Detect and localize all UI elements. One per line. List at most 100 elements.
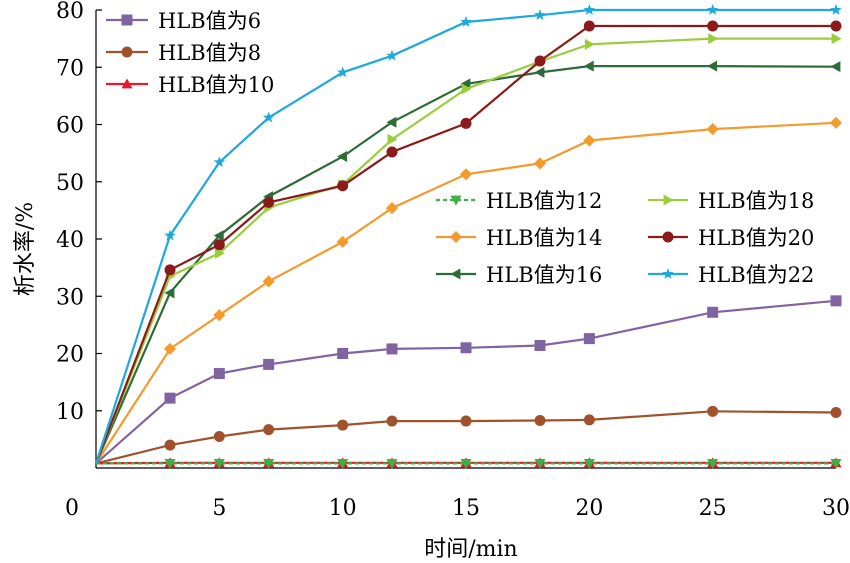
data-point: [164, 459, 176, 469]
data-point: [386, 459, 398, 469]
data-point: [707, 20, 719, 32]
data-point: [164, 229, 176, 241]
data-point: [708, 33, 719, 45]
data-point: [213, 459, 225, 469]
data-point: [213, 239, 225, 251]
legend-item: HLB值为8: [106, 41, 261, 65]
x-tick-label: 5: [212, 496, 226, 521]
data-point: [830, 406, 842, 418]
x-tick-label: 10: [329, 496, 357, 521]
data-point: [534, 339, 546, 351]
legend-label: HLB值为14: [486, 226, 602, 250]
data-point: [121, 78, 133, 89]
legend-label: HLB值为12: [486, 189, 602, 213]
data-point: [163, 342, 177, 355]
data-point: [534, 9, 546, 21]
data-point: [337, 180, 349, 192]
data-point: [450, 268, 461, 280]
data-point: [213, 156, 226, 168]
legend-item: HLB值为18: [648, 189, 814, 213]
data-point: [534, 459, 546, 469]
legend-label: HLB值为20: [698, 226, 814, 250]
y-tick-label: 50: [56, 171, 84, 196]
y-tick-label: 20: [56, 343, 84, 368]
y-tick-label: 30: [56, 285, 84, 310]
series-layer: [94, 3, 843, 469]
data-point: [121, 46, 133, 58]
data-point: [829, 116, 843, 129]
data-point: [386, 116, 397, 128]
data-point: [387, 133, 398, 145]
series-9: [94, 3, 842, 464]
data-point: [830, 295, 842, 307]
data-point: [263, 459, 275, 469]
data-point: [830, 61, 841, 73]
data-point: [121, 14, 133, 26]
data-point: [460, 117, 472, 129]
data-point: [460, 459, 472, 469]
data-point: [164, 439, 176, 451]
data-point: [707, 405, 719, 417]
data-point: [336, 235, 349, 248]
data-point: [337, 419, 349, 431]
legend-item: HLB值为14: [436, 226, 602, 250]
data-point: [450, 195, 462, 206]
data-point: [460, 78, 471, 90]
data-point: [461, 83, 472, 95]
y-tick-label: 70: [56, 56, 84, 81]
data-point: [337, 459, 349, 469]
legend-item: HLB值为16: [436, 263, 602, 287]
legend-item: HLB值为20: [648, 226, 814, 250]
data-point: [213, 230, 224, 242]
data-point: [830, 3, 842, 15]
series-8: [94, 20, 842, 464]
data-point: [263, 196, 275, 208]
data-point: [583, 20, 595, 32]
y-tick-label: 80: [56, 0, 84, 24]
data-point: [386, 415, 398, 427]
data-point: [583, 333, 595, 345]
data-point: [460, 415, 472, 427]
x-axis-title: 时间/min: [424, 537, 517, 562]
data-point: [584, 38, 595, 50]
data-point: [533, 157, 547, 170]
data-point: [386, 343, 398, 355]
data-point: [534, 66, 545, 78]
data-point: [337, 151, 348, 163]
data-point: [459, 168, 473, 181]
data-point: [706, 3, 719, 15]
series-4: [96, 459, 842, 469]
data-point: [583, 60, 594, 72]
data-point: [386, 49, 398, 61]
legend-label: HLB值为16: [486, 263, 602, 287]
data-point: [831, 33, 842, 45]
data-point: [213, 431, 225, 443]
data-point: [213, 309, 226, 322]
data-point: [583, 459, 595, 469]
legend-label: HLB值为18: [698, 189, 814, 213]
data-point: [663, 194, 674, 206]
data-point: [337, 348, 349, 359]
legend-item: HLB值为10: [106, 73, 274, 97]
y-axis-title: 析水率/%: [13, 202, 38, 296]
data-point: [164, 287, 175, 299]
data-point: [830, 459, 842, 469]
data-point: [662, 231, 674, 243]
y-tick-label: 60: [56, 114, 84, 139]
data-point: [830, 20, 842, 32]
series-1: [95, 295, 842, 465]
series-5: [95, 116, 843, 464]
data-point: [164, 392, 176, 404]
data-point: [460, 342, 472, 354]
data-point: [336, 66, 349, 78]
series-2: [95, 405, 842, 465]
data-point: [534, 55, 546, 67]
y-tick-label: 40: [56, 228, 84, 253]
legend-item: HLB值为12: [436, 189, 602, 213]
data-point: [385, 202, 399, 215]
data-point: [662, 267, 674, 279]
x-origin-label: 0: [65, 496, 79, 521]
data-point: [386, 146, 398, 158]
data-point: [707, 306, 719, 318]
legend-label: HLB值为8: [158, 41, 261, 65]
